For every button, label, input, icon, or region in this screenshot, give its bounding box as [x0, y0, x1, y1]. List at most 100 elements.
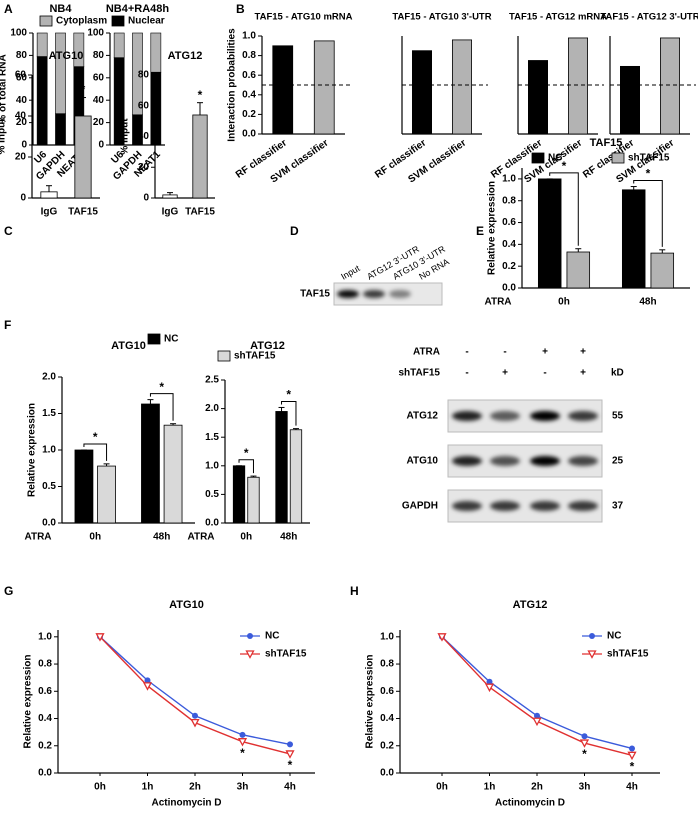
y-tick-label: 1.0: [380, 631, 394, 642]
y-tick-label: 1.5: [205, 432, 219, 443]
condition-sign: +: [542, 347, 548, 358]
y-tick-label: 1.5: [42, 408, 56, 419]
chart-title: ATG12: [513, 599, 548, 611]
y-axis-label: Interaction probabilities: [227, 28, 238, 142]
blot-band: [337, 290, 359, 298]
chart-title: ATG10: [49, 50, 84, 62]
x-tick-label: 3h: [237, 782, 249, 793]
y-tick-label: 60: [15, 70, 27, 81]
unit-label: kD: [611, 368, 624, 379]
y-tick-label: 0.4: [38, 713, 52, 724]
blot-band: [490, 411, 520, 421]
y-axis-label: % Input: [120, 118, 131, 155]
data-point: [95, 633, 105, 642]
bar: [163, 424, 183, 524]
y-tick-label: 100: [10, 28, 27, 39]
y-tick-label: 20: [16, 117, 28, 128]
significance-label: *: [582, 747, 587, 761]
significance-label: *: [244, 446, 249, 460]
data-point: [484, 683, 495, 693]
bar: [621, 189, 646, 289]
panel-letter: B: [236, 2, 245, 16]
x-tick-label: 0h: [436, 782, 448, 793]
y-tick-label: 1.0: [205, 460, 219, 471]
y-tick-label: 0: [98, 140, 104, 151]
y-tick-label: 80: [93, 50, 105, 61]
bar-segment: [113, 32, 125, 58]
legend-label: shTAF15: [265, 649, 307, 660]
data-point: [629, 745, 635, 752]
x-tick-label: 4h: [284, 782, 296, 793]
chart-title: TAF15 - ATG12 3'-UTR: [600, 12, 698, 23]
legend-swatch: [111, 15, 125, 27]
legend-label: shTAF15: [628, 153, 670, 164]
panel-letter: F: [4, 318, 11, 332]
bar: [451, 39, 472, 135]
kd-label: 37: [612, 501, 624, 512]
y-tick-label: 0.2: [380, 740, 394, 751]
legend-marker: [245, 650, 255, 659]
y-tick-label: 0.2: [502, 261, 516, 272]
chart-title: NB4+RA48h: [106, 3, 170, 15]
bar: [411, 50, 432, 135]
data-point: [192, 712, 198, 719]
bar: [528, 60, 549, 135]
condition-sign: -: [503, 347, 506, 358]
x-tick-label: 4h: [626, 782, 638, 793]
blot-band: [490, 501, 520, 511]
x-prefix: ATRA: [187, 532, 214, 543]
y-tick-label: 0.8: [38, 659, 52, 670]
y-tick-label: 0.4: [242, 89, 256, 100]
blot-row-label: TAF15: [300, 289, 330, 300]
data-point: [142, 682, 153, 691]
bar: [313, 40, 335, 135]
blot-band: [568, 501, 598, 511]
legend-label: shTAF15: [234, 351, 276, 362]
x-tick-label: IgG: [162, 207, 179, 218]
data-point: [532, 717, 542, 727]
significance-label: *: [198, 88, 203, 102]
chart-title: ATG10: [169, 599, 204, 611]
legend-label: Cytoplasm: [56, 16, 107, 27]
bar-segment: [36, 32, 48, 57]
y-tick-label: 40: [138, 131, 150, 142]
condition-sign: -: [465, 368, 468, 379]
y-tick-label: 0: [143, 193, 149, 204]
bar-segment: [150, 71, 162, 146]
chart-title: NB4: [49, 3, 72, 15]
y-tick-label: 0.8: [380, 659, 394, 670]
condition-sign: +: [580, 368, 586, 379]
legend-label: NC: [164, 334, 178, 345]
bar: [660, 37, 681, 135]
data-line: [441, 636, 633, 750]
data-line: [99, 636, 291, 755]
blot-band: [452, 501, 482, 511]
legend-swatch: [217, 350, 231, 362]
blot-band: [363, 290, 385, 298]
x-tick-label: 0h: [89, 532, 101, 543]
significance-bracket: [633, 180, 663, 247]
y-tick-label: 40: [16, 95, 28, 106]
significance-label: *: [286, 388, 291, 402]
y-tick-label: 20: [15, 152, 27, 163]
chart-title: TAF15 - ATG10 mRNA: [254, 12, 352, 23]
y-tick-label: 1.0: [242, 31, 256, 42]
y-tick-label: 40: [93, 95, 105, 106]
chart-title: ATG10: [111, 340, 146, 352]
data-point: [285, 750, 295, 759]
x-axis-label: Actinomycin D: [495, 798, 565, 809]
y-tick-label: 0.0: [380, 768, 394, 779]
y-axis-label: Relative expression: [487, 181, 498, 275]
y-tick-label: 2.0: [205, 403, 219, 414]
significance-label: *: [240, 746, 245, 760]
bar-segment: [150, 32, 162, 73]
condition-sign: +: [580, 347, 586, 358]
y-tick-label: 80: [138, 70, 150, 81]
legend-marker: [247, 633, 253, 639]
significance-label: *: [93, 430, 98, 444]
legend-marker: [589, 633, 595, 639]
x-tick-label: 2h: [189, 782, 201, 793]
legend-label: Nuclear: [128, 16, 165, 27]
significance-label: *: [159, 380, 164, 394]
kd-label: 55: [612, 411, 624, 422]
